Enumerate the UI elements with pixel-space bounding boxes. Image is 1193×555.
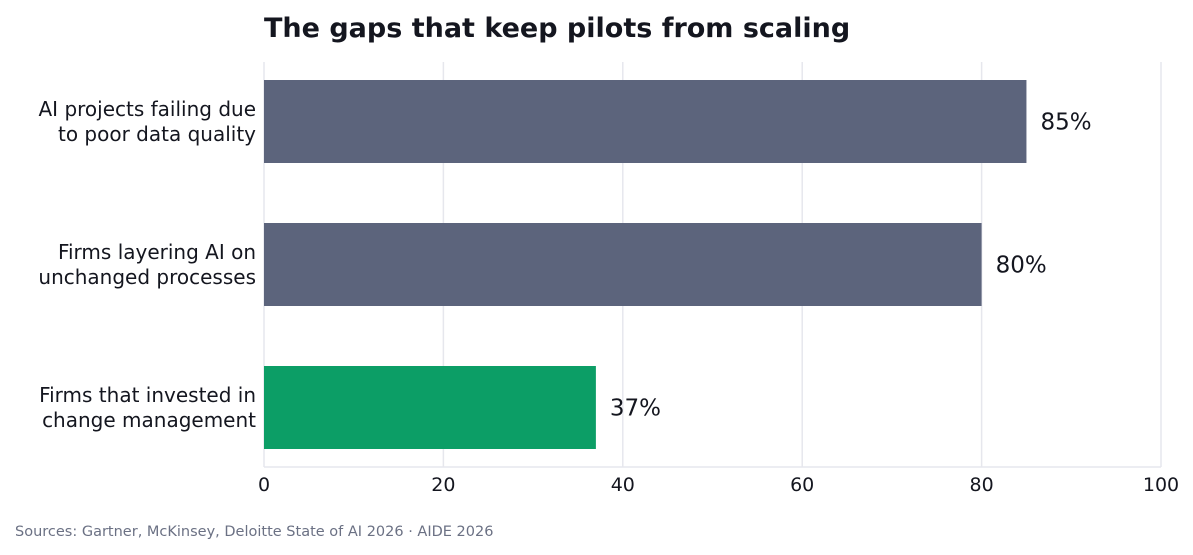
category-label: to poor data quality xyxy=(58,122,256,146)
chart-title: The gaps that keep pilots from scaling xyxy=(264,13,850,44)
category-label: AI projects failing due xyxy=(39,97,257,121)
bars xyxy=(264,80,1027,449)
x-tick-label: 0 xyxy=(258,474,270,496)
x-tick-label: 40 xyxy=(611,474,635,496)
bar-value-label: 85% xyxy=(1040,110,1091,136)
value-labels: 85% 80% 37% xyxy=(610,110,1092,422)
category-label: Firms layering AI on xyxy=(58,240,256,264)
x-tick-label: 20 xyxy=(431,474,455,496)
category-label: unchanged processes xyxy=(38,265,256,289)
x-tick-label: 80 xyxy=(970,474,994,496)
bar xyxy=(264,366,596,449)
bar-value-label: 80% xyxy=(996,253,1047,279)
source-note: Sources: Gartner, McKinsey, Deloitte Sta… xyxy=(15,524,493,540)
category-label: Firms that invested in xyxy=(39,383,256,407)
bar xyxy=(264,80,1027,163)
x-axis-ticks: 0 20 40 60 80 100 xyxy=(258,474,1179,496)
x-tick-label: 100 xyxy=(1143,474,1179,496)
x-tick-label: 60 xyxy=(790,474,814,496)
bar xyxy=(264,223,982,306)
category-label: change management xyxy=(42,408,256,432)
bar-value-label: 37% xyxy=(610,396,661,422)
